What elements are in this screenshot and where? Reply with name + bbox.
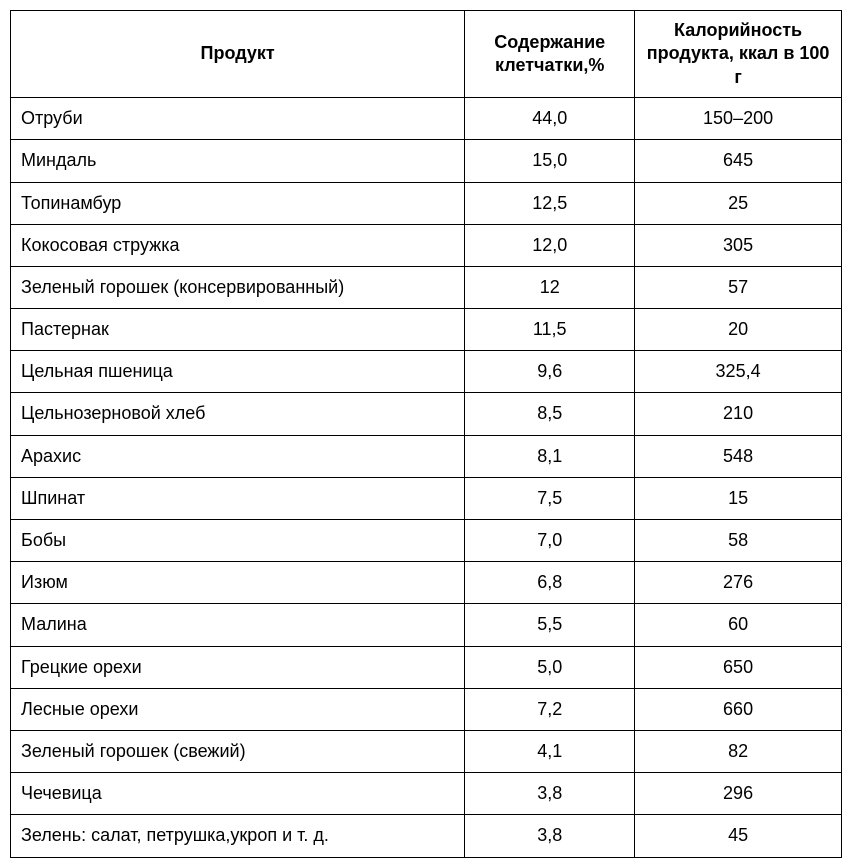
cell-fiber: 15,0: [465, 140, 635, 182]
cell-calories: 660: [635, 688, 842, 730]
cell-fiber: 5,5: [465, 604, 635, 646]
cell-fiber: 8,5: [465, 393, 635, 435]
table-row: Зелень: салат, петрушка,укроп и т. д.3,8…: [11, 815, 842, 857]
cell-calories: 645: [635, 140, 842, 182]
table-row: Цельнозерновой хлеб8,5210: [11, 393, 842, 435]
cell-product: Бобы: [11, 520, 465, 562]
table-row: Малина5,560: [11, 604, 842, 646]
cell-calories: 20: [635, 309, 842, 351]
cell-product: Шпинат: [11, 477, 465, 519]
cell-calories: 45: [635, 815, 842, 857]
table-row: Кокосовая стружка12,0305: [11, 224, 842, 266]
table-body: Отруби44,0150–200Миндаль15,0645Топинамбу…: [11, 98, 842, 857]
table-row: Цельная пшеница9,6325,4: [11, 351, 842, 393]
cell-fiber: 5,0: [465, 646, 635, 688]
table-row: Пастернак11,520: [11, 309, 842, 351]
cell-calories: 296: [635, 773, 842, 815]
table-row: Зеленый горошек (свежий)4,182: [11, 730, 842, 772]
cell-product: Кокосовая стружка: [11, 224, 465, 266]
cell-calories: 150–200: [635, 98, 842, 140]
table-row: Миндаль15,0645: [11, 140, 842, 182]
cell-calories: 548: [635, 435, 842, 477]
cell-calories: 276: [635, 562, 842, 604]
cell-fiber: 12,0: [465, 224, 635, 266]
cell-fiber: 4,1: [465, 730, 635, 772]
cell-calories: 305: [635, 224, 842, 266]
cell-product: Чечевица: [11, 773, 465, 815]
cell-calories: 82: [635, 730, 842, 772]
cell-fiber: 9,6: [465, 351, 635, 393]
table-row: Чечевица3,8296: [11, 773, 842, 815]
cell-fiber: 12: [465, 266, 635, 308]
cell-fiber: 44,0: [465, 98, 635, 140]
cell-product: Зелень: салат, петрушка,укроп и т. д.: [11, 815, 465, 857]
cell-calories: 25: [635, 182, 842, 224]
header-row: Продукт Содержание клетчатки,% Калорийно…: [11, 11, 842, 98]
cell-product: Арахис: [11, 435, 465, 477]
nutrition-table: Продукт Содержание клетчатки,% Калорийно…: [10, 10, 842, 858]
cell-product: Зеленый горошек (консервированный): [11, 266, 465, 308]
table-row: Зеленый горошек (консервированный)1257: [11, 266, 842, 308]
cell-fiber: 3,8: [465, 773, 635, 815]
cell-fiber: 7,5: [465, 477, 635, 519]
cell-fiber: 7,2: [465, 688, 635, 730]
cell-calories: 57: [635, 266, 842, 308]
cell-product: Цельная пшеница: [11, 351, 465, 393]
cell-product: Малина: [11, 604, 465, 646]
header-fiber: Содержание клетчатки,%: [465, 11, 635, 98]
cell-calories: 650: [635, 646, 842, 688]
cell-product: Миндаль: [11, 140, 465, 182]
table-row: Изюм6,8276: [11, 562, 842, 604]
cell-product: Изюм: [11, 562, 465, 604]
cell-calories: 15: [635, 477, 842, 519]
cell-fiber: 3,8: [465, 815, 635, 857]
table-row: Лесные орехи7,2660: [11, 688, 842, 730]
cell-fiber: 7,0: [465, 520, 635, 562]
cell-product: Топинамбур: [11, 182, 465, 224]
cell-calories: 325,4: [635, 351, 842, 393]
table-row: Арахис8,1548: [11, 435, 842, 477]
cell-calories: 60: [635, 604, 842, 646]
table-row: Топинамбур12,525: [11, 182, 842, 224]
header-product: Продукт: [11, 11, 465, 98]
table-row: Грецкие орехи5,0650: [11, 646, 842, 688]
cell-calories: 210: [635, 393, 842, 435]
cell-product: Зеленый горошек (свежий): [11, 730, 465, 772]
cell-fiber: 8,1: [465, 435, 635, 477]
cell-product: Пастернак: [11, 309, 465, 351]
cell-product: Цельнозерновой хлеб: [11, 393, 465, 435]
cell-fiber: 6,8: [465, 562, 635, 604]
header-calories: Калорийность продукта, ккал в 100 г: [635, 11, 842, 98]
cell-fiber: 11,5: [465, 309, 635, 351]
table-header: Продукт Содержание клетчатки,% Калорийно…: [11, 11, 842, 98]
cell-product: Отруби: [11, 98, 465, 140]
table-row: Отруби44,0150–200: [11, 98, 842, 140]
table-row: Шпинат7,515: [11, 477, 842, 519]
cell-calories: 58: [635, 520, 842, 562]
cell-fiber: 12,5: [465, 182, 635, 224]
table-row: Бобы7,058: [11, 520, 842, 562]
cell-product: Лесные орехи: [11, 688, 465, 730]
cell-product: Грецкие орехи: [11, 646, 465, 688]
